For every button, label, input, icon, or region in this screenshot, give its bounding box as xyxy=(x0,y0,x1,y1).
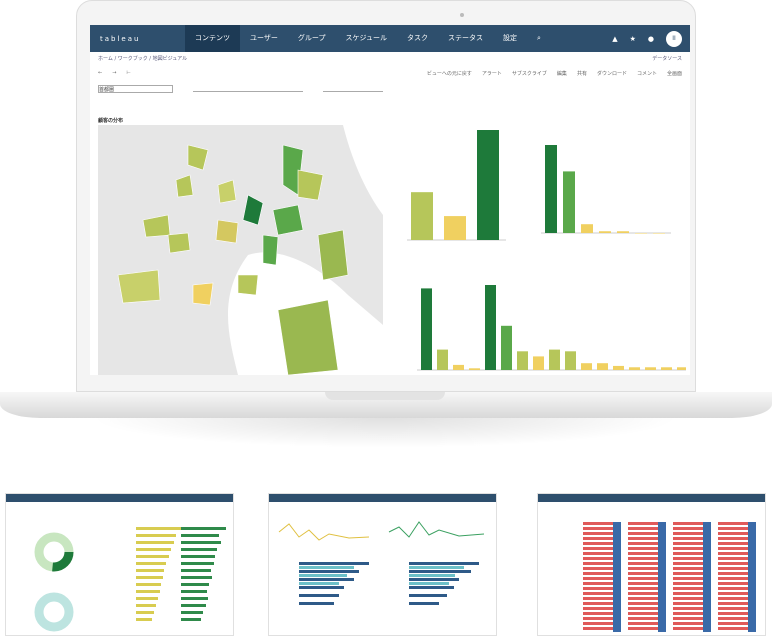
tableau-logo: tableau xyxy=(100,34,141,43)
bar[interactable] xyxy=(613,365,624,370)
breadcrumb-path[interactable]: ホーム / ワークブック / 地図ビジュアル xyxy=(98,56,188,62)
nav-settings[interactable]: 設定 xyxy=(502,34,517,42)
bar[interactable] xyxy=(421,288,432,370)
nav-tasks[interactable]: タスク xyxy=(406,34,428,42)
thumbnail-dashboard-2[interactable] xyxy=(268,493,497,636)
bar[interactable] xyxy=(597,363,608,370)
breadcrumb: ホーム / ワークブック / 地図ビジュアル データソース xyxy=(90,52,690,66)
bar[interactable] xyxy=(444,216,466,240)
chart-1 xyxy=(407,130,506,241)
thumbnail-dashboard-3[interactable] xyxy=(537,493,766,636)
toolbar-subscribe[interactable]: サブスクライブ xyxy=(511,70,547,77)
thumb-2-graphic xyxy=(278,521,485,605)
laptop-notch xyxy=(325,392,445,400)
top-nav: tableau コンテンツ ユーザー グループ スケジュール タスク ステータス… xyxy=(90,25,690,52)
bar[interactable] xyxy=(599,231,611,233)
thumb-1-graphic xyxy=(34,527,226,632)
favorite-icon[interactable]: ★ xyxy=(629,34,636,43)
thumb-3-graphic xyxy=(583,522,756,632)
help-icon[interactable]: ● xyxy=(647,34,654,43)
nav-content[interactable]: コンテンツ xyxy=(185,25,240,52)
region-select[interactable]: 首都圏 xyxy=(98,85,173,93)
bar[interactable] xyxy=(517,351,528,370)
bar[interactable] xyxy=(677,367,686,370)
nav-users[interactable]: ユーザー xyxy=(250,34,278,42)
bar[interactable] xyxy=(453,364,464,370)
toolbar-fullscreen[interactable]: 全画面 xyxy=(666,70,682,77)
toolbar-download[interactable]: ダウンロード xyxy=(596,70,627,77)
dashboard-screen: tableau コンテンツ ユーザー グループ スケジュール タスク ステータス… xyxy=(90,25,690,375)
chart-3 xyxy=(417,285,686,371)
revert-icon[interactable]: ⊢ xyxy=(126,70,131,76)
bar[interactable] xyxy=(549,349,560,370)
chart-2 xyxy=(541,145,671,234)
data-source-link[interactable]: データソース xyxy=(652,56,682,62)
bar[interactable] xyxy=(545,145,557,233)
laptop-shadow xyxy=(90,418,680,448)
bar[interactable] xyxy=(501,325,512,370)
bar[interactable] xyxy=(661,367,672,370)
filters: 首都圏 xyxy=(90,80,690,96)
bar[interactable] xyxy=(581,363,592,370)
bar[interactable] xyxy=(533,356,544,370)
toolbar-revert[interactable]: ビューへの元に戻す xyxy=(426,70,472,77)
map[interactable] xyxy=(98,125,383,375)
avatar[interactable]: II xyxy=(666,30,682,47)
range-slider-1[interactable] xyxy=(193,91,303,92)
bar[interactable] xyxy=(635,233,647,234)
toolbar-edit[interactable]: 編集 xyxy=(556,70,567,77)
bar[interactable] xyxy=(581,224,593,233)
map-shapes xyxy=(117,125,383,375)
bar[interactable] xyxy=(653,233,665,234)
bar[interactable] xyxy=(437,349,448,370)
toolbar-comment[interactable]: コメント xyxy=(636,70,657,77)
bar[interactable] xyxy=(645,367,656,370)
toolbar-share[interactable]: 共有 xyxy=(576,70,587,77)
thumbnail-dashboard-1[interactable] xyxy=(5,493,234,636)
toolbar-alert[interactable]: アラート xyxy=(481,70,502,77)
toolbar: ← → ⊢ ビューへの元に戻す アラート サブスクライブ 編集 共有 ダウンロー… xyxy=(90,66,690,80)
camera xyxy=(460,13,464,17)
bar[interactable] xyxy=(411,192,433,240)
range-slider-2[interactable] xyxy=(323,91,383,92)
bar[interactable] xyxy=(469,368,480,370)
bar[interactable] xyxy=(563,171,575,233)
bar[interactable] xyxy=(485,285,496,370)
bar[interactable] xyxy=(477,130,499,240)
nav-groups[interactable]: グループ xyxy=(297,34,326,42)
bar[interactable] xyxy=(565,351,576,370)
bar[interactable] xyxy=(629,367,640,370)
map-title: 顧客の分布 xyxy=(98,118,124,124)
nav-status[interactable]: ステータス xyxy=(447,34,483,42)
search-icon[interactable]: ⌕ xyxy=(536,34,541,42)
redo-icon[interactable]: → xyxy=(112,70,117,76)
alert-icon[interactable]: ▲ xyxy=(612,34,618,43)
bar[interactable] xyxy=(617,231,629,233)
nav-schedules[interactable]: スケジュール xyxy=(345,34,387,42)
undo-icon[interactable]: ← xyxy=(98,70,103,76)
